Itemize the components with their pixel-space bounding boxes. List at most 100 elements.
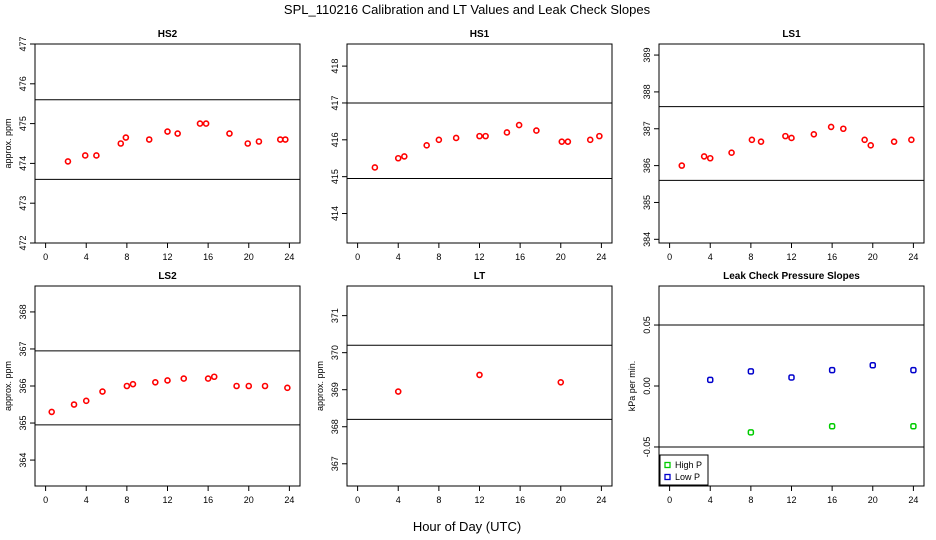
- plot-frame: [34, 285, 301, 487]
- panel-title: HS2: [158, 29, 178, 40]
- x-tick-label: 12: [786, 252, 796, 262]
- x-tick-label: 20: [244, 495, 254, 505]
- legend-label: High P: [675, 460, 702, 470]
- data-point: [482, 132, 489, 140]
- data-point: [164, 377, 171, 384]
- x-tick-label: 24: [908, 495, 918, 505]
- panel-title: LT: [474, 271, 485, 282]
- y-tick-label: 477: [18, 36, 28, 51]
- data-point: [245, 382, 253, 390]
- y-tick-label: 418: [330, 59, 340, 74]
- x-tick-label: 20: [868, 495, 878, 505]
- y-tick-label: 476: [18, 76, 28, 91]
- data-point: [129, 380, 137, 388]
- y-tick-label: 388: [642, 84, 652, 99]
- x-tick-label: 4: [708, 495, 713, 505]
- data-point: [371, 164, 379, 171]
- x-tick-label: 16: [827, 495, 837, 505]
- x-tick-label: 16: [203, 495, 213, 505]
- data-point: [276, 136, 284, 143]
- data-point: [48, 408, 55, 416]
- y-tick-label: 368: [18, 304, 28, 319]
- x-tick-label: 0: [43, 495, 48, 505]
- panel-title: Leak Check Pressure Slopes: [723, 271, 860, 282]
- x-tick-label: 24: [284, 252, 294, 262]
- y-tick-label: 0.00: [642, 377, 652, 395]
- x-tick-label: 0: [43, 252, 48, 262]
- x-tick-label: 0: [355, 252, 360, 262]
- data-point: [122, 134, 130, 141]
- data-point: [700, 153, 708, 160]
- data-point: [558, 138, 566, 145]
- panel-3: LS2 approx. ppm 0 4 8 12 16 20 24 364 365 366 367 368: [3, 271, 301, 505]
- data-point: [401, 153, 408, 160]
- data-point: [210, 373, 218, 381]
- data-point: [586, 136, 594, 144]
- data-point: [196, 120, 204, 127]
- data-point: [93, 152, 100, 159]
- y-tick-label: 474: [18, 156, 28, 171]
- y-axis-label: kPa per min.: [627, 361, 637, 412]
- legend-swatch: [664, 461, 671, 469]
- data-point: [261, 382, 269, 390]
- data-point: [828, 422, 836, 430]
- x-tick-label: 12: [162, 252, 172, 262]
- data-point: [423, 142, 430, 149]
- y-tick-label: 384: [642, 232, 652, 247]
- data-point: [827, 123, 835, 131]
- y-tick-label: 473: [18, 196, 28, 211]
- data-point: [757, 138, 765, 145]
- y-tick-label: 417: [330, 95, 340, 110]
- x-tick-label: 16: [203, 252, 213, 262]
- x-tick-label: 20: [868, 252, 878, 262]
- data-point: [890, 138, 898, 145]
- x-tick-label: 24: [596, 252, 606, 262]
- data-point: [678, 162, 686, 169]
- panel-0: HS2 approx. ppm 0 4 8 12 16 20 24 472 473 474 475 476…: [3, 29, 301, 262]
- data-point: [728, 149, 735, 157]
- x-tick-label: 8: [436, 252, 441, 262]
- x-tick-label: 8: [124, 252, 129, 262]
- data-point: [867, 142, 875, 149]
- data-point: [81, 152, 89, 159]
- data-point: [180, 375, 188, 382]
- y-tick-label: 385: [642, 195, 652, 210]
- data-point: [747, 368, 755, 375]
- data-point: [706, 376, 714, 384]
- x-tick-label: 24: [596, 495, 606, 505]
- y-tick-label: 367: [330, 456, 340, 471]
- x-tick-label: 8: [124, 495, 129, 505]
- data-point: [515, 121, 523, 129]
- y-tick-label: 371: [330, 308, 340, 323]
- data-point: [123, 382, 131, 390]
- data-point: [564, 138, 572, 145]
- data-point: [174, 130, 181, 137]
- y-tick-label: 414: [330, 206, 340, 221]
- x-tick-label: 20: [556, 495, 566, 505]
- data-point: [910, 422, 917, 430]
- panel-2: LS1 0 4 8 12 16 20 24 384 385 386 387 388 389: [642, 29, 925, 262]
- x-tick-label: 12: [786, 495, 796, 505]
- panel-title: LS1: [782, 29, 801, 40]
- data-point: [840, 125, 847, 133]
- data-point: [99, 388, 106, 395]
- y-tick-label: 415: [330, 169, 340, 184]
- x-tick-label: 20: [556, 252, 566, 262]
- y-tick-label: 366: [18, 378, 28, 393]
- panel-4: LT approx. ppm 0 4 8 12 16 20 24 367 368 369 370 371: [315, 271, 613, 505]
- y-tick-label: 475: [18, 116, 28, 131]
- data-point: [476, 132, 483, 140]
- plot-frame: [346, 285, 613, 487]
- x-tick-label: 12: [474, 252, 484, 262]
- data-point: [117, 140, 125, 147]
- y-tick-label: 416: [330, 132, 340, 147]
- data-point: [70, 401, 78, 408]
- data-point: [82, 397, 90, 405]
- y-tick-label: 365: [18, 416, 28, 431]
- plot-frame: [658, 43, 925, 244]
- x-tick-label: 4: [396, 252, 401, 262]
- plot-frame: [346, 43, 613, 244]
- data-point: [452, 134, 460, 142]
- x-tick-label: 4: [84, 252, 89, 262]
